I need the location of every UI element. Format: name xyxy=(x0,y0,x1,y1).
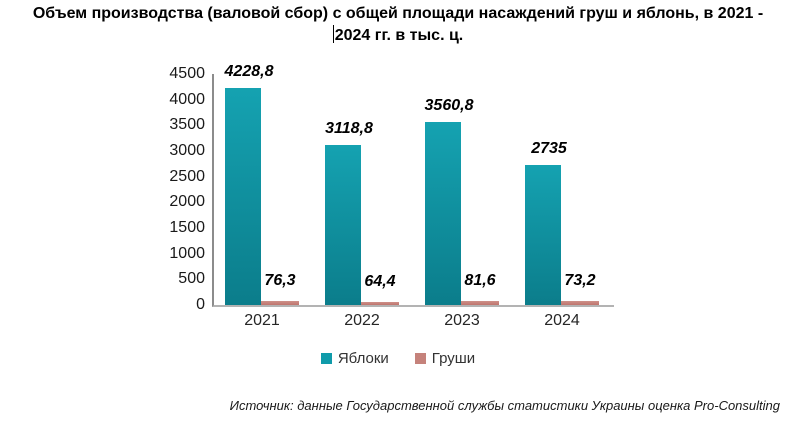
y-tick-label: 1500 xyxy=(169,219,205,236)
legend-label: Яблоки xyxy=(337,349,389,367)
apples-value-label: 3560,8 xyxy=(424,97,474,114)
x-axis-label: 2024 xyxy=(544,312,580,329)
apples-legend-swatch xyxy=(320,352,332,364)
apples-value-label: 2735 xyxy=(531,140,567,157)
y-tick-label: 2500 xyxy=(169,167,205,185)
pears-value-label: 73,2 xyxy=(564,272,596,289)
y-tick-label: 500 xyxy=(178,270,205,288)
pears-bar[interactable] xyxy=(361,302,399,305)
apples-value-label: 3118,8 xyxy=(325,120,373,137)
bar-group: 4228,8 76,3 xyxy=(214,63,314,305)
pears-legend-swatch xyxy=(414,352,426,364)
pears-value-label: 76,3 xyxy=(264,272,296,289)
text-cursor xyxy=(332,25,334,43)
apples-bar[interactable] xyxy=(325,145,361,305)
pears-bar[interactable] xyxy=(561,301,599,305)
pears-value-label: 64,4 xyxy=(364,273,396,290)
bar-group: 2735 73,2 xyxy=(514,74,614,305)
y-tick-label: 0 xyxy=(196,296,205,313)
bar-group: 3118,8 64,4 xyxy=(314,74,414,305)
source-note: Источник: данные Государственной службы … xyxy=(229,398,780,413)
pears-bar[interactable] xyxy=(261,301,299,305)
y-tick-label: 4500 xyxy=(169,65,205,82)
x-axis-label: 2022 xyxy=(344,312,380,329)
legend-item-apples[interactable]: Яблоки xyxy=(320,349,389,367)
pears-bar[interactable] xyxy=(461,301,499,305)
legend: Яблоки Груши xyxy=(0,349,796,367)
pears-value-label: 81,6 xyxy=(464,272,496,289)
y-tick-label: 1000 xyxy=(169,244,205,262)
plot-area: 4228,8 76,3 3118,8 64,4 3560,8 81,6 2735 73,2 xyxy=(212,63,614,307)
chart-title-line1: Объем производства (валовой сбор) с обще… xyxy=(32,5,764,22)
apples-bar[interactable] xyxy=(425,122,461,305)
y-tick-label: 4000 xyxy=(169,90,205,108)
legend-item-pears[interactable]: Груши xyxy=(414,349,476,367)
chart-title[interactable]: Объем производства (валовой сбор) с обще… xyxy=(0,3,796,47)
y-tick-label: 2000 xyxy=(169,193,205,211)
y-tick-label: 3000 xyxy=(169,142,205,159)
apples-bar[interactable] xyxy=(525,165,561,305)
chart-title-line2: 2024 гг. в тыс. ц. xyxy=(334,27,464,44)
apples-value-label: 4228,8 xyxy=(224,63,274,80)
y-tick-label: 3500 xyxy=(169,116,205,134)
x-axis: 2021 2022 2023 2024 xyxy=(212,312,612,332)
apples-bar[interactable] xyxy=(225,88,261,305)
legend-label: Груши xyxy=(431,349,476,367)
x-axis-label: 2023 xyxy=(444,312,480,329)
x-axis-label: 2021 xyxy=(244,312,280,329)
y-axis: 4500 4000 3500 3000 2500 2000 1500 1000 500 0 xyxy=(118,65,205,313)
bar-group: 3560,8 81,6 xyxy=(414,74,514,305)
